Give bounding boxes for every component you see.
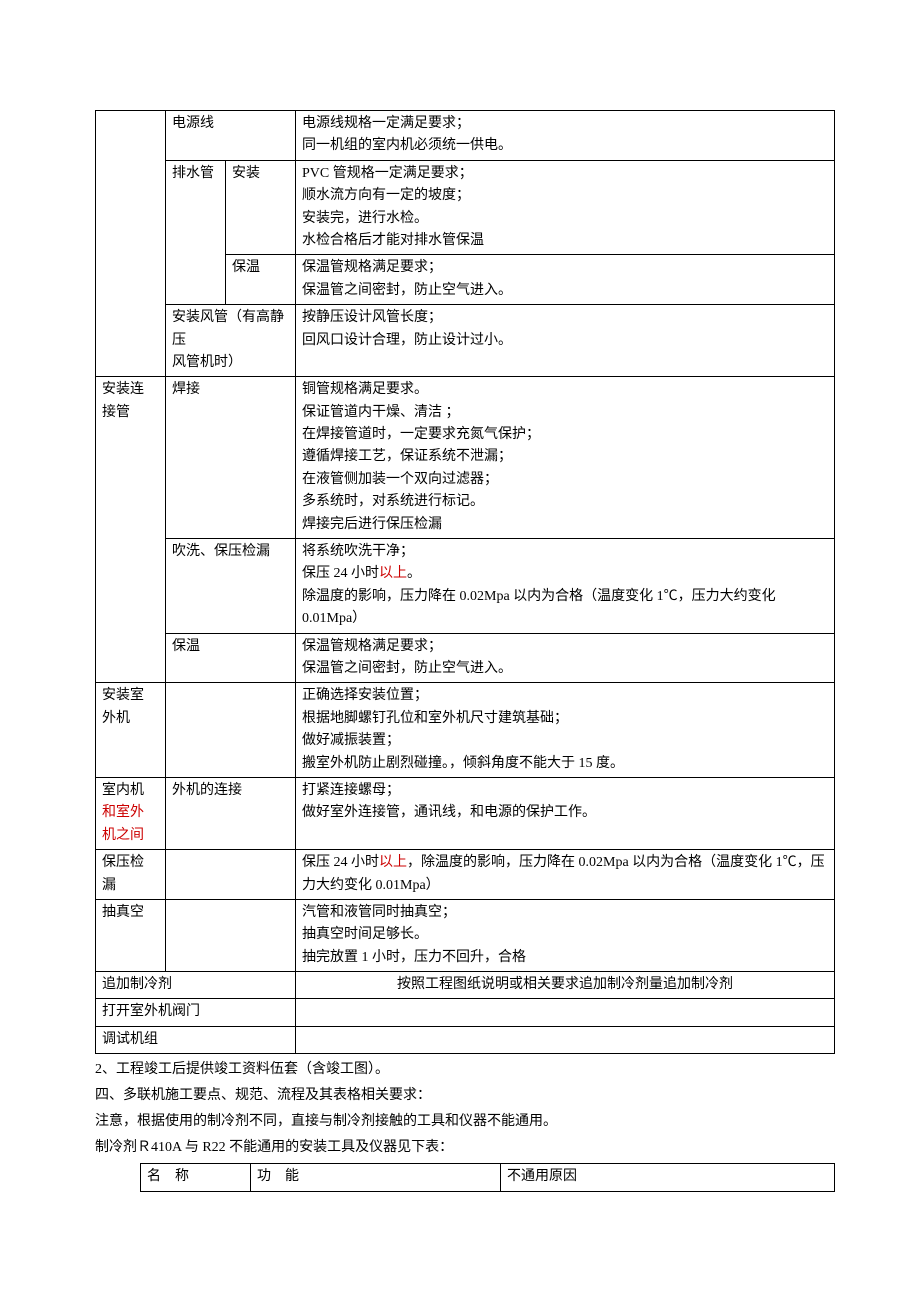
text-emphasis: 以上 (379, 566, 407, 581)
header-cell: 名 称 (141, 1164, 251, 1191)
line: 外机 (102, 708, 159, 730)
cell: 吹洗、保压检漏 (166, 539, 296, 634)
cell: 排水管 (166, 160, 226, 304)
line: 铜管规格满足要求。 (302, 379, 828, 401)
paragraph: 四、多联机施工要点、规范、流程及其表格相关要求： (95, 1084, 835, 1108)
main-table: 电源线 电源线规格一定满足要求； 同一机组的室内机必须统一供电。 排水管 安装 … (95, 110, 835, 1054)
cell: 将系统吹洗干净； 保压 24 小时以上。 除温度的影响，压力降在 0.02Mpa… (296, 539, 835, 634)
cell: 室内机 和室外 机之间 (96, 777, 166, 849)
cell: 按静压设计风管长度； 回风口设计合理，防止设计过小。 (296, 305, 835, 377)
cell: 追加制冷剂 (96, 972, 296, 999)
cell: 铜管规格满足要求。 保证管道内干燥、清洁 ； 在焊接管道时，一定要求充氮气保护；… (296, 377, 835, 539)
line: 顺水流方向有一定的坡度； (302, 185, 828, 207)
line: 抽真空时间足够长。 (302, 924, 828, 946)
line: 安装连 (102, 379, 159, 401)
cell: 保压 24 小时以上，除温度的影响，压力降在 0.02Mpa 以内为合格（温度变… (296, 850, 835, 900)
line: 电源线规格一定满足要求； (302, 113, 828, 135)
line: 按静压设计风管长度； (302, 307, 828, 329)
line: 安装风管（有高静压 (172, 307, 289, 352)
cell: 保温管规格满足要求； 保温管之间密封，防止空气进入。 (296, 255, 835, 305)
line: 安装完，进行水检。 (302, 208, 828, 230)
line: 保压 24 小时以上。 (302, 563, 828, 585)
cell: 电源线 (166, 111, 296, 161)
cell: 抽真空 (96, 899, 166, 971)
header-cell: 不通用原因 (501, 1164, 835, 1191)
line: 在焊接管道时，一定要求充氮气保护； (302, 424, 828, 446)
paragraph: 2、工程竣工后提供竣工资料伍套（含竣工图）。 (95, 1058, 835, 1082)
line: 将系统吹洗干净； (302, 541, 828, 563)
cell: 焊接 (166, 377, 296, 539)
tools-table: 名 称 功 能 不通用原因 (140, 1163, 835, 1191)
cell-empty (166, 850, 296, 900)
cell: 外机的连接 (166, 777, 296, 849)
line: 遵循焊接工艺，保证系统不泄漏； (302, 446, 828, 468)
line: 水检合格后才能对排水管保温 (302, 230, 828, 252)
cell: 正确选择安装位置； 根据地脚螺钉孔位和室外机尺寸建筑基础； 做好减振装置； 搬室… (296, 683, 835, 778)
cell: 保温 (166, 633, 296, 683)
line: 风管机时） (172, 352, 289, 374)
cell: 保温管规格满足要求； 保温管之间密封，防止空气进入。 (296, 633, 835, 683)
line: 安装室 (102, 685, 159, 707)
cell: 汽管和液管同时抽真空； 抽真空时间足够长。 抽完放置 1 小时，压力不回升，合格 (296, 899, 835, 971)
line: 打紧连接螺母； (302, 780, 828, 802)
line: 保压检 (102, 852, 159, 874)
cell-empty (166, 683, 296, 778)
line: 接管 (102, 402, 159, 424)
cell: 保压检 漏 (96, 850, 166, 900)
cell: 电源线规格一定满足要求； 同一机组的室内机必须统一供电。 (296, 111, 835, 161)
cell: 安装室 外机 (96, 683, 166, 778)
text: 。 (407, 566, 421, 581)
line: 保温管规格满足要求； (302, 257, 828, 279)
line: 根据地脚螺钉孔位和室外机尺寸建筑基础； (302, 708, 828, 730)
line: 做好减振装置； (302, 730, 828, 752)
cell: 调试机组 (96, 1026, 296, 1053)
line: 室内机 (102, 780, 159, 802)
cell: 安装连 接管 (96, 377, 166, 683)
line: PVC 管规格一定满足要求； (302, 163, 828, 185)
line: 漏 (102, 875, 159, 897)
line: 在液管侧加装一个双向过滤器； (302, 469, 828, 491)
cell-empty (96, 111, 166, 377)
cell: 按照工程图纸说明或相关要求追加制冷剂量追加制冷剂 (296, 972, 835, 999)
line: 保温管规格满足要求； (302, 636, 828, 658)
text-emphasis: 以上 (379, 855, 407, 870)
cell: 打紧连接螺母； 做好室外连接管，通讯线，和电源的保护工作。 (296, 777, 835, 849)
line: 汽管和液管同时抽真空； (302, 902, 828, 924)
line: 机之间 (102, 825, 159, 847)
paragraph: 注意，根据使用的制冷剂不同，直接与制冷剂接触的工具和仪器不能通用。 (95, 1110, 835, 1134)
cell-empty (296, 999, 835, 1026)
line: 和室外 (102, 802, 159, 824)
cell: 保温 (226, 255, 296, 305)
line: 保温管之间密封，防止空气进入。 (302, 658, 828, 680)
line: 搬室外机防止剧烈碰撞。，倾斜角度不能大于 15 度。 (302, 753, 828, 775)
line: 保温管之间密封，防止空气进入。 (302, 280, 828, 302)
cell: 安装风管（有高静压 风管机时） (166, 305, 296, 377)
header-cell: 功 能 (251, 1164, 501, 1191)
line: 保证管道内干燥、清洁 ； (302, 402, 828, 424)
cell-empty (296, 1026, 835, 1053)
text: 保压 24 小时 (302, 566, 379, 581)
line: 正确选择安装位置； (302, 685, 828, 707)
line: 焊接完后进行保压检漏 (302, 514, 828, 536)
line: 回风口设计合理，防止设计过小。 (302, 330, 828, 352)
cell: 打开室外机阀门 (96, 999, 296, 1026)
paragraph: 制冷剂Ｒ410A 与 R22 不能通用的安装工具及仪器见下表： (95, 1136, 835, 1160)
line: 同一机组的室内机必须统一供电。 (302, 135, 828, 157)
line: 抽完放置 1 小时，压力不回升，合格 (302, 947, 828, 969)
line: 多系统时，对系统进行标记。 (302, 491, 828, 513)
cell: 安装 (226, 160, 296, 255)
cell-empty (166, 899, 296, 971)
text: 保压 24 小时 (302, 855, 379, 870)
line: 除温度的影响，压力降在 0.02Mpa 以内为合格（温度变化 1℃，压力大约变化… (302, 586, 828, 631)
line: 做好室外连接管，通讯线，和电源的保护工作。 (302, 802, 828, 824)
cell: PVC 管规格一定满足要求； 顺水流方向有一定的坡度； 安装完，进行水检。 水检… (296, 160, 835, 255)
